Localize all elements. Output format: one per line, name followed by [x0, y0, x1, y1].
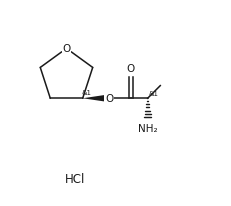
Polygon shape — [83, 95, 106, 102]
Text: &1: &1 — [82, 89, 92, 95]
Text: HCl: HCl — [64, 172, 85, 185]
Text: O: O — [127, 63, 135, 73]
Text: NH₂: NH₂ — [138, 124, 158, 134]
Text: &1: &1 — [148, 90, 158, 96]
Text: O: O — [62, 44, 71, 54]
Text: O: O — [105, 94, 113, 104]
